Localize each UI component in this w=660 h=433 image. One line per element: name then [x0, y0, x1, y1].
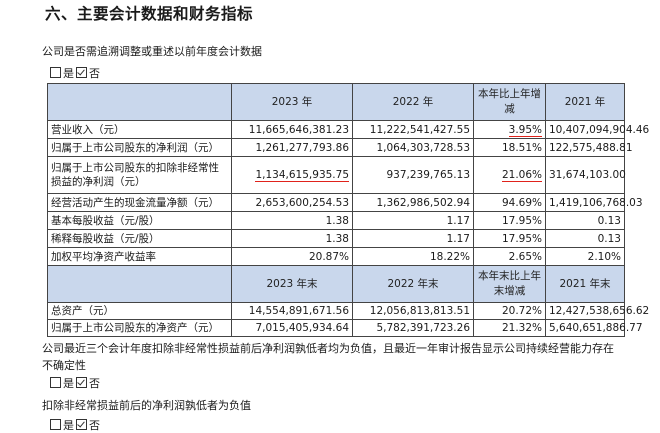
checkbox-checked-icon — [76, 419, 87, 430]
negative-profit-question: 扣除非经常损益前后的净利润孰低者为负值 — [42, 399, 251, 412]
checkbox-checked-icon — [76, 67, 87, 78]
option-yes-label: 是 — [63, 67, 74, 80]
value-2021: 10,407,094,904.46 — [545, 120, 649, 139]
value-2023: 20.87% — [231, 247, 353, 266]
value-2022: 18.22% — [352, 247, 474, 266]
row-label: 归属于上市公司股东的净利润（元） — [47, 138, 232, 157]
value-2023: 1.38 — [231, 229, 353, 248]
value-2023: 1,261,277,793.86 — [231, 138, 353, 157]
value-2021: 31,674,103.00 — [545, 156, 626, 194]
value-2023: 11,665,646,381.23 — [231, 120, 353, 139]
row-label: 稀释每股收益（元/股） — [47, 229, 232, 248]
option-yes-label: 是 — [63, 377, 74, 390]
table-row: 基本每股收益（元/股） 1.38 1.17 17.95% 0.13 — [47, 211, 625, 230]
change-value: 21.06% — [473, 156, 546, 194]
checkbox-unchecked-icon — [50, 67, 61, 78]
header-cell: 本年末比上年末增减 — [473, 265, 546, 303]
header-cell: 2021 年 — [545, 83, 625, 121]
restatement-question: 公司是否需追溯调整或重述以前年度会计数据 — [42, 45, 262, 58]
row-label: 营业收入（元） — [47, 120, 232, 139]
value-2022: 1,064,303,728.53 — [352, 138, 474, 157]
change-value: 20.72% — [473, 302, 546, 320]
value-2021: 2.10% — [545, 247, 625, 266]
row-label: 加权平均净资产收益率 — [47, 247, 232, 266]
highlight-underline: 21.06% — [501, 169, 542, 182]
table-row: 营业收入（元） 11,665,646,381.23 11,222,541,427… — [47, 120, 649, 139]
table-row: 稀释每股收益（元/股） 1.38 1.17 17.95% 0.13 — [47, 229, 625, 248]
table-row: 经营活动产生的现金流量净额（元） 2,653,600,254.53 1,362,… — [47, 193, 643, 212]
header-cell: 2023 年末 — [231, 265, 353, 303]
change-value: 17.95% — [473, 229, 546, 248]
value-2022: 1,362,986,502.94 — [352, 193, 474, 212]
checkbox-checked-icon — [76, 377, 87, 388]
going-concern-options: 是否 — [50, 375, 100, 391]
row-label: 总资产（元） — [47, 302, 232, 320]
option-no-label: 否 — [89, 419, 100, 432]
change-value: 21.32% — [473, 319, 546, 337]
table-row: 归属于上市公司股东的净资产（元） 7,015,405,934.64 5,782,… — [47, 319, 643, 337]
highlight-underline: 1,134,615,935.75 — [255, 169, 349, 182]
option-no-label: 否 — [89, 67, 100, 80]
header-cell: 2021 年末 — [545, 265, 625, 303]
value-2023: 7,015,405,934.64 — [231, 319, 353, 337]
value-2021: 122,575,488.81 — [545, 138, 633, 157]
checkbox-unchecked-icon — [50, 419, 61, 430]
table-row: 归属于上市公司股东的扣除非经常性损益的净利润（元） 1,134,615,935.… — [47, 156, 626, 194]
table-header-row: 2023 年 2022 年 本年比上年增减 2021 年 — [47, 83, 625, 121]
row-label: 经营活动产生的现金流量净额（元） — [47, 193, 232, 212]
negative-profit-options: 是否 — [50, 417, 100, 433]
value-2023: 1,134,615,935.75 — [231, 156, 353, 194]
value-2022: 12,056,813,813.51 — [352, 302, 474, 320]
value-2022: 1.17 — [352, 229, 474, 248]
value-2023: 14,554,891,671.56 — [231, 302, 353, 320]
change-value: 2.65% — [473, 247, 546, 266]
table-row: 加权平均净资产收益率 20.87% 18.22% 2.65% 2.10% — [47, 247, 625, 266]
header-cell: 2023 年 — [231, 83, 353, 121]
change-value: 94.69% — [473, 193, 546, 212]
option-yes-label: 是 — [63, 419, 74, 432]
header-cell — [47, 83, 232, 121]
value-2021: 0.13 — [545, 211, 625, 230]
value-2023: 1.38 — [231, 211, 353, 230]
table-row: 总资产（元） 14,554,891,671.56 12,056,813,813.… — [47, 302, 649, 320]
going-concern-question: 公司最近三个会计年度扣除非经常性损益前后净利润孰低者均为负值，且最近一年审计报告… — [42, 342, 614, 372]
financial-indicators-table: 2023 年 2022 年 本年比上年增减 2021 年 营业收入（元） 11,… — [47, 83, 649, 337]
value-2021: 1,419,106,768.03 — [545, 193, 643, 212]
row-label: 归属于上市公司股东的扣除非经常性损益的净利润（元） — [47, 156, 232, 194]
header-cell: 2022 年 — [352, 83, 474, 121]
section-heading: 六、主要会计数据和财务指标 — [45, 5, 254, 23]
header-cell — [47, 265, 232, 303]
table-row: 归属于上市公司股东的净利润（元） 1,261,277,793.86 1,064,… — [47, 138, 633, 157]
value-2022: 1.17 — [352, 211, 474, 230]
header-cell: 2022 年末 — [352, 265, 474, 303]
row-label: 基本每股收益（元/股） — [47, 211, 232, 230]
change-value: 18.51% — [473, 138, 546, 157]
change-value: 17.95% — [473, 211, 546, 230]
checkbox-unchecked-icon — [50, 377, 61, 388]
header-cell: 本年比上年增减 — [473, 83, 546, 121]
option-no-label: 否 — [89, 377, 100, 390]
value-2022: 5,782,391,723.26 — [352, 319, 474, 337]
value-2022: 937,239,765.13 — [352, 156, 474, 194]
highlight-underline: 3.95% — [508, 123, 542, 137]
value-2021: 0.13 — [545, 229, 625, 248]
value-2022: 11,222,541,427.55 — [352, 120, 474, 139]
change-value: 3.95% — [473, 120, 546, 139]
value-2021: 12,427,538,656.62 — [545, 302, 649, 320]
value-2021: 5,640,651,886.77 — [545, 319, 643, 337]
restatement-options: 是否 — [50, 65, 100, 81]
table-header-row: 2023 年末 2022 年末 本年末比上年末增减 2021 年末 — [47, 265, 625, 303]
row-label: 归属于上市公司股东的净资产（元） — [47, 319, 232, 337]
value-2023: 2,653,600,254.53 — [231, 193, 353, 212]
